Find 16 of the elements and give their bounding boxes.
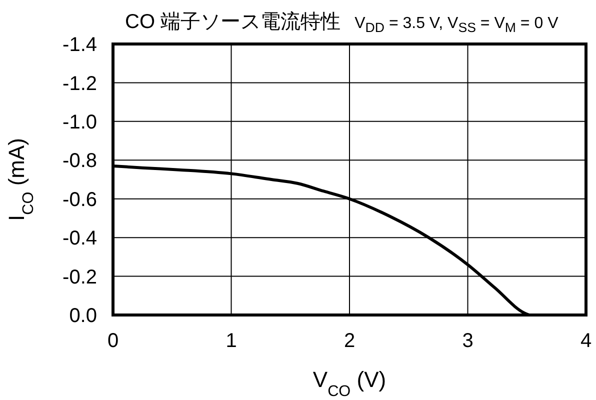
y-tick-label: -1.0	[62, 112, 97, 134]
y-tick-label: -0.6	[62, 188, 97, 211]
x-tick-label: 4	[580, 330, 592, 352]
chart-title: CO 端子ソース電流特性	[125, 11, 341, 33]
y-tick-label: 0.0	[69, 305, 97, 328]
x-tick-label: 1	[226, 330, 237, 352]
y-tick-label: -1.2	[62, 72, 97, 95]
y-tick-label: -0.4	[62, 228, 97, 250]
y-tick-label: -0.2	[62, 266, 97, 288]
y-tick-label: -1.4	[62, 34, 97, 56]
x-axis-title: V$_{CO}$ (V)	[312, 367, 386, 400]
x-tick-label: 3	[462, 330, 474, 352]
y-tick-label: -0.8	[62, 150, 97, 172]
x-tick-label: 0	[107, 330, 119, 352]
x-tick-label: 2	[344, 330, 356, 352]
chart-subtitle: V$_{DD}$ = 3.5 V, V$_{SS}$ = V$_{M}$ = 0 V	[354, 15, 558, 36]
